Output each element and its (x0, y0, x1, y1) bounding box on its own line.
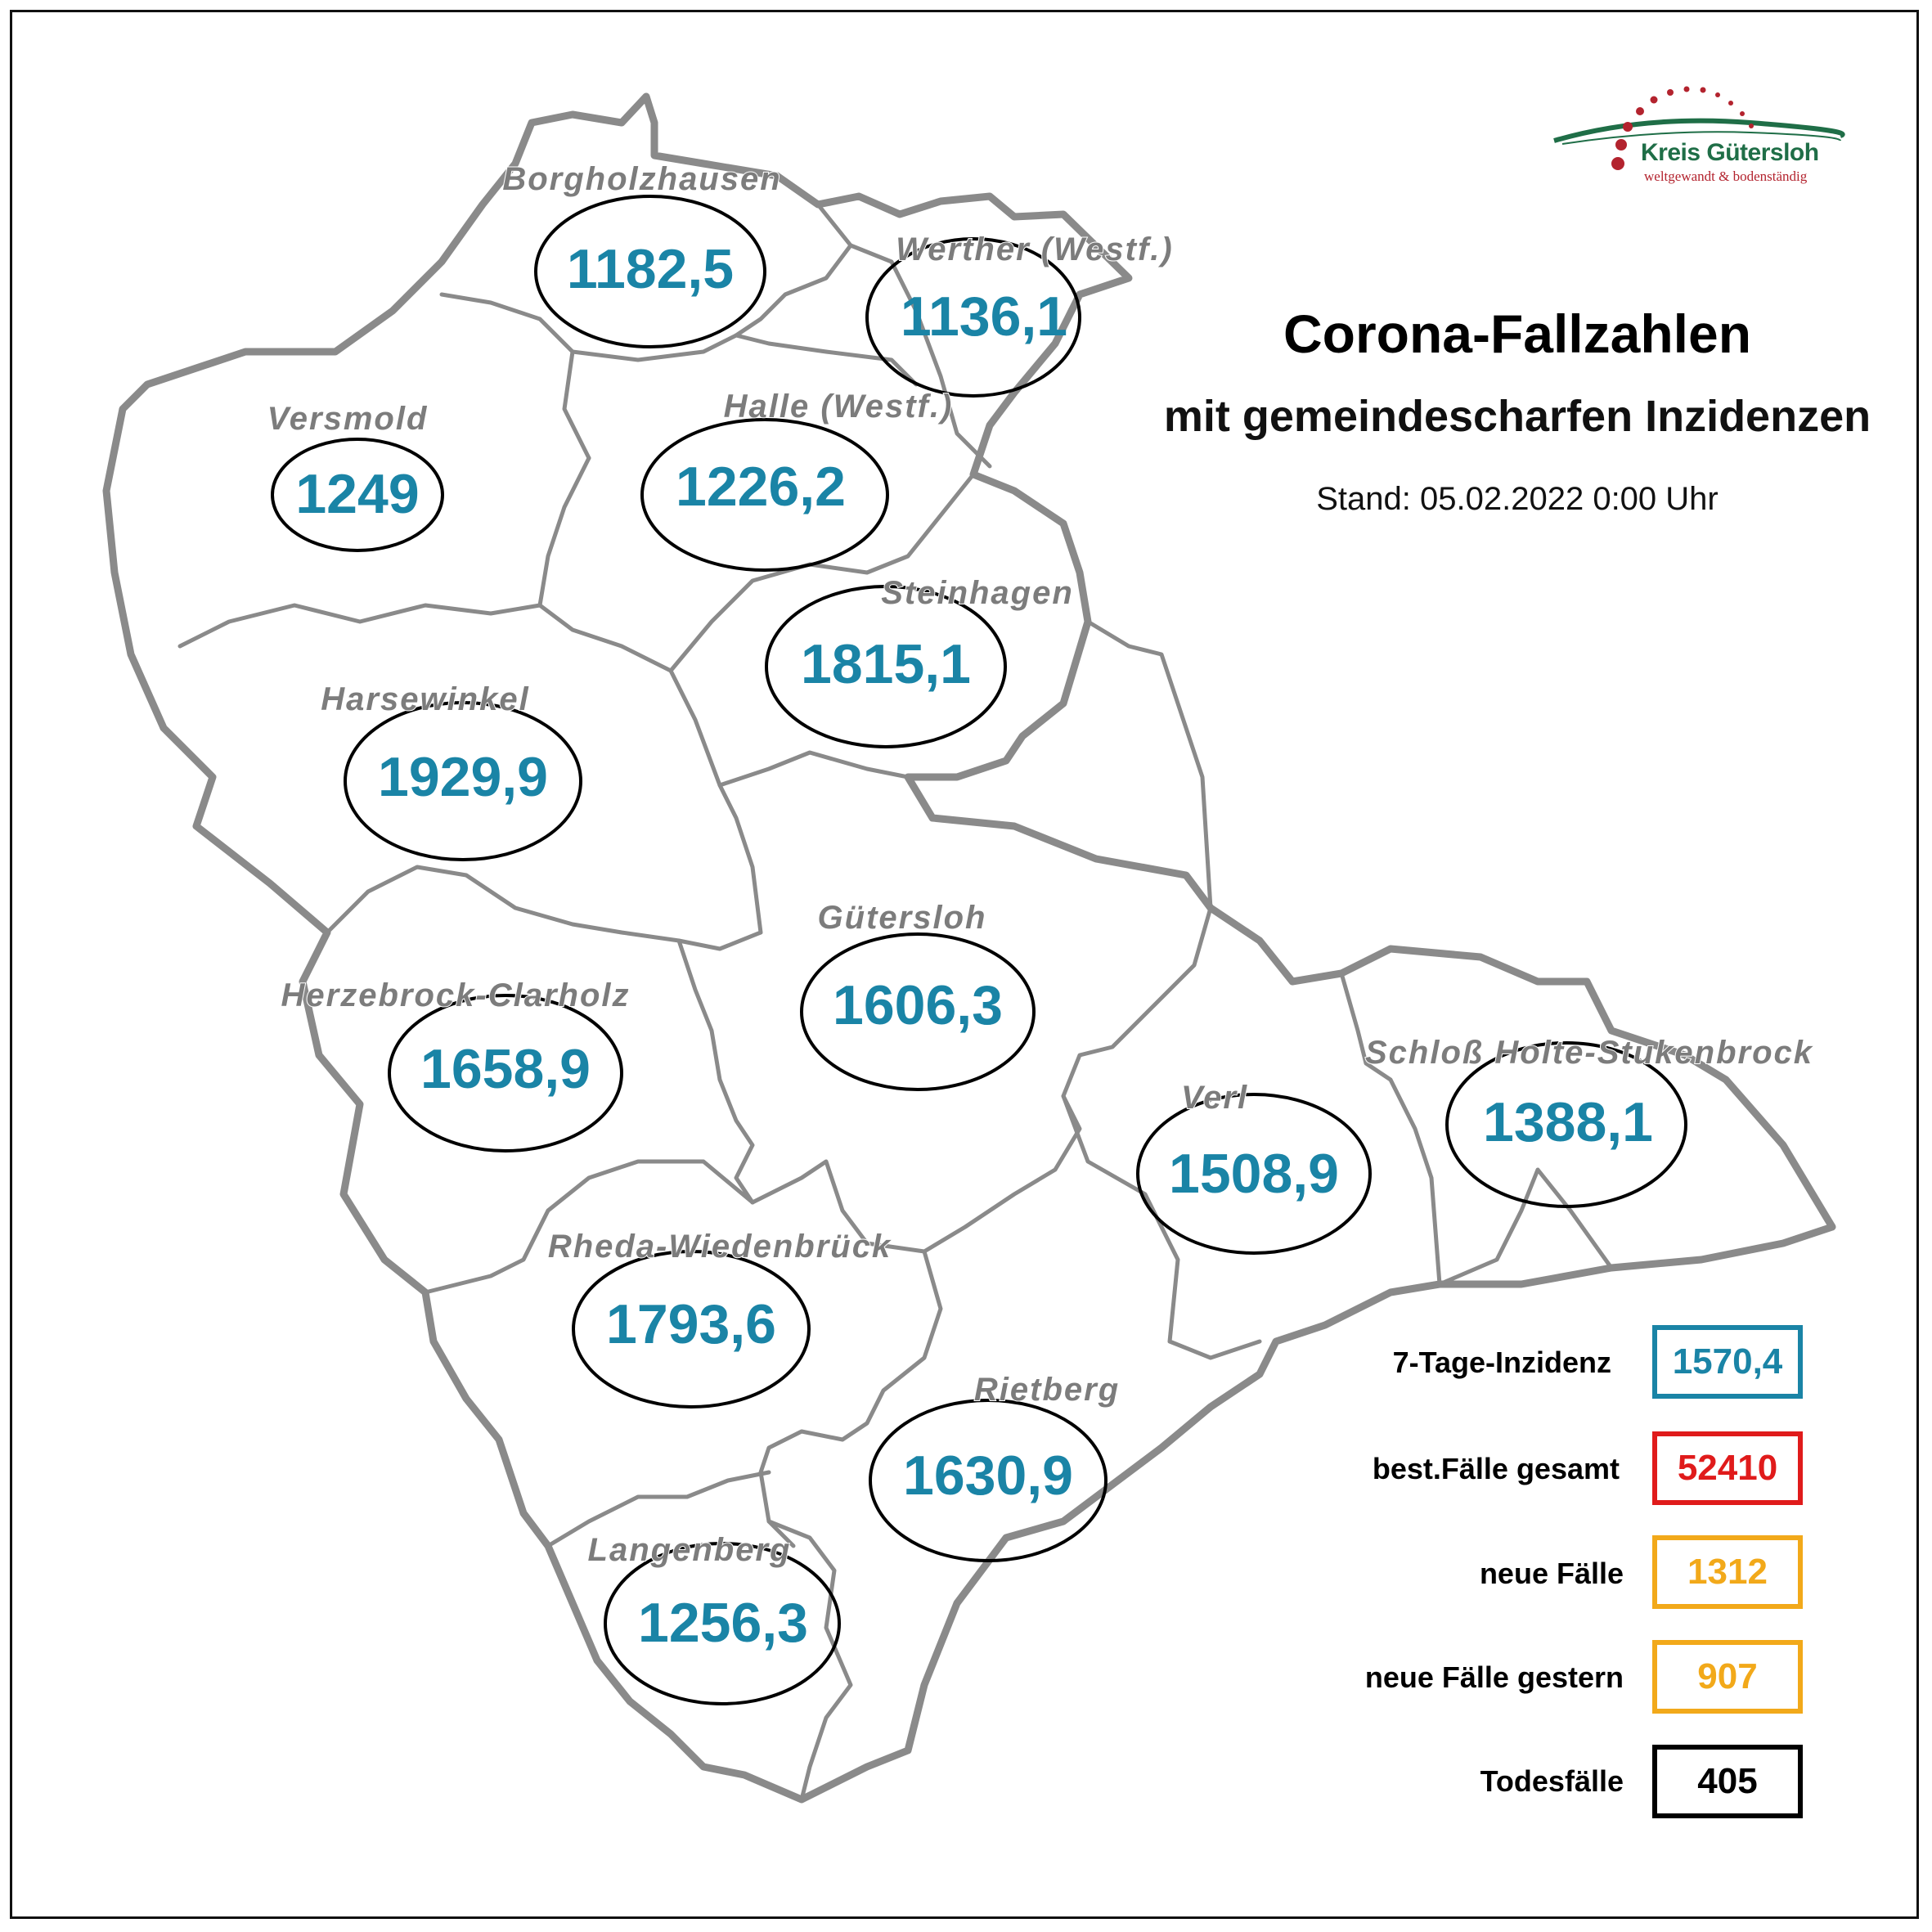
municipality-labels: Borgholzhausen 1182,5 Werther (Westf.) 1136… (267, 160, 1813, 1654)
marker-langenberg (604, 1542, 841, 1705)
incidence-value-rheda-wiedenbr-ck: 1793,6 (606, 1293, 776, 1355)
border-guetersloh-rheda (750, 1159, 927, 1254)
legend-label-new-cases: neue Fälle (1479, 1557, 1624, 1590)
municipality-name-schlo-holte-stukenbrock: Schloß Holte-Stukenbrock (1365, 1035, 1813, 1071)
marker-guetersloh (800, 932, 1036, 1091)
municipality-name-g-tersloh: Gütersloh (818, 900, 987, 936)
image-frame (10, 10, 1919, 1919)
municipality-name-rheda-wiedenbr-ck: Rheda-Wiedenbrück (548, 1229, 892, 1265)
border-versmold-halle (537, 456, 591, 608)
logo-name: Kreis Gütersloh (1641, 139, 1819, 166)
border-verl-shs (1339, 971, 1442, 1287)
border-borgholzhausen-werther (734, 202, 853, 338)
border-werther-halle (848, 243, 992, 469)
marker-rheda (572, 1250, 811, 1409)
municipality-name-versmold: Versmold (267, 401, 429, 437)
marker-harsewinkel (344, 701, 582, 861)
incidence-value-borgholzhausen: 1182,5 (567, 238, 734, 300)
municipality-name-werther-westf: Werther (Westf.) (896, 231, 1173, 267)
border-versmold-harsewinkel (177, 603, 673, 673)
logo-slogan: weltgewandt & bodenständig (1644, 168, 1808, 184)
legend-label-total-cases: best.Fälle gesamt (1372, 1452, 1620, 1485)
border-harsewinkel-herzebrock (325, 865, 681, 943)
municipal-borders (102, 92, 1836, 1804)
date-stand: Stand: 05.02.2022 0:00 Uhr (1316, 481, 1719, 517)
legend-label-new-cases-yesterday: neue Fälle gestern (1364, 1660, 1624, 1694)
marker-versmold (271, 438, 444, 552)
kreis-guetersloh-logo (1553, 86, 1845, 170)
border-harsewinkel-guetersloh (668, 668, 763, 951)
legend-label-deaths: Todesfälle (1480, 1764, 1624, 1798)
border-herzebrock-guetersloh (676, 938, 755, 1205)
incidence-value-harsewinkel: 1929,9 (378, 746, 548, 808)
marker-rietberg (869, 1399, 1108, 1562)
marker-werther (865, 237, 1081, 398)
incidence-value-halle-westf: 1226,2 (676, 456, 846, 518)
municipality-name-harsewinkel: Harsewinkel (321, 681, 529, 717)
incidence-value-versmold: 1249 (295, 463, 419, 525)
legend-value-new-cases-yesterday: 907 (1652, 1640, 1803, 1714)
incidence-value-verl: 1508,9 (1169, 1143, 1339, 1205)
border-herzebrock-rheda (423, 1159, 755, 1295)
municipality-name-borgholzhausen: Borgholzhausen (502, 161, 781, 197)
municipality-name-herzebrock-clarholz: Herzebrock-Clarholz (281, 977, 631, 1013)
legend-label-incidence: 7-Tage-Inzidenz (1392, 1346, 1611, 1379)
municipality-name-verl: Verl (1181, 1080, 1248, 1116)
border-versmold-borgholzhausen (439, 292, 591, 461)
municipality-name-rietberg: Rietberg (974, 1372, 1120, 1408)
marker-borgholzhausen (534, 195, 766, 348)
incidence-value-herzebrock-clarholz: 1658,9 (420, 1038, 591, 1100)
border-shs-inner (1437, 1167, 1614, 1287)
legend-value-deaths: 405 (1652, 1745, 1803, 1818)
border-rheda-langenberg (546, 1470, 771, 1548)
marker-halle (640, 418, 889, 572)
logo-green-line (1561, 131, 1841, 145)
incidence-value-steinhagen: 1815,1 (801, 633, 971, 695)
logo-green-arc (1553, 118, 1845, 143)
legend-value-incidence: 1570,4 (1652, 1325, 1803, 1399)
border-steinhagen-guetersloh (717, 750, 910, 788)
marker-steinhagen (765, 585, 1007, 748)
incidence-markers (271, 195, 1687, 1705)
incidence-value-g-tersloh: 1606,3 (833, 974, 1003, 1036)
marker-verl (1136, 1093, 1372, 1255)
border-guetersloh-verl (922, 619, 1213, 1254)
municipality-name-langenberg: Langenberg (588, 1532, 792, 1568)
border-langenberg-rietberg (766, 1519, 853, 1802)
municipality-name-steinhagen: Steinhagen (881, 575, 1074, 611)
incidence-value-werther-westf: 1136,1 (901, 285, 1067, 348)
legend-value-new-cases: 1312 (1652, 1535, 1803, 1609)
municipality-name-halle-westf: Halle (Westf.) (724, 389, 954, 425)
border-guetersloh-rietberg (758, 1249, 943, 1548)
incidence-value-rietberg: 1630,9 (903, 1445, 1073, 1507)
marker-shs (1445, 1041, 1687, 1208)
border-verl-rietberg (1061, 1094, 1262, 1360)
marker-herzebrock (388, 994, 623, 1152)
incidence-value-schlo-holte-stukenbrock: 1388,1 (1483, 1091, 1653, 1153)
legend-value-total-cases: 52410 (1652, 1431, 1803, 1505)
logo-red-dots (1611, 86, 1754, 170)
border-halle-north (570, 333, 919, 387)
page-title: Corona-Fallzahlen (1283, 303, 1752, 364)
incidence-value-langenberg: 1256,3 (638, 1592, 808, 1654)
page-subtitle: mit gemeindescharfen Inzidenzen (1163, 392, 1871, 441)
